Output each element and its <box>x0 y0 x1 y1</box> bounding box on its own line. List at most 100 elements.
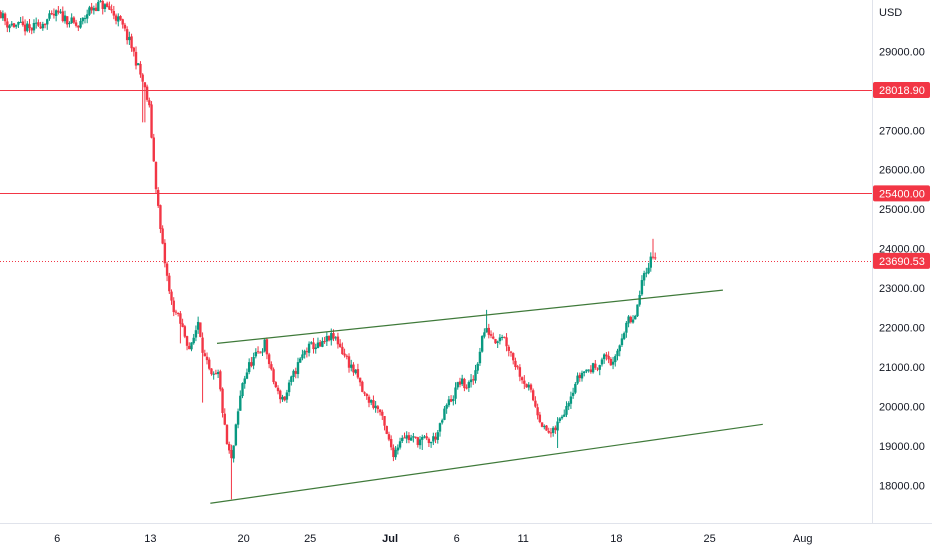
candle-136 <box>301 349 304 361</box>
candle-208 <box>460 374 464 387</box>
candle-29 <box>63 10 67 24</box>
candle-262 <box>580 370 584 382</box>
y-tick-label: 18000.00 <box>879 481 925 493</box>
candle-9 <box>19 16 22 23</box>
candle-221 <box>489 330 493 339</box>
candle-131 <box>290 375 293 386</box>
candle-94 <box>208 357 211 371</box>
candle-88 <box>194 325 198 342</box>
candle-219 <box>485 309 488 333</box>
candle-56 <box>123 22 127 32</box>
candle-96 <box>212 371 215 380</box>
candle-277 <box>614 354 617 367</box>
candle-98 <box>216 369 220 378</box>
candle-188 <box>416 436 420 448</box>
candle-258 <box>571 387 575 399</box>
candle-271 <box>600 357 604 367</box>
trendline-channel-top[interactable] <box>216 289 723 345</box>
candle-272 <box>602 353 606 364</box>
candle-231 <box>512 352 515 365</box>
candle-114 <box>252 352 255 370</box>
candle-270 <box>598 364 601 376</box>
candle-174 <box>385 425 388 435</box>
candle-44 <box>97 0 100 12</box>
candle-233 <box>516 364 519 370</box>
candle-218 <box>483 328 486 339</box>
candle-293 <box>649 252 652 272</box>
x-tick-label: 25 <box>304 533 316 545</box>
candle-21 <box>46 18 49 30</box>
candle-181 <box>401 435 404 444</box>
candle-144 <box>318 339 322 347</box>
candle-158 <box>350 359 353 372</box>
candle-145 <box>321 337 324 348</box>
candle-119 <box>263 338 266 353</box>
x-tick-label: 11 <box>517 533 528 545</box>
candle-269 <box>596 367 599 372</box>
x-tick-label: 20 <box>238 533 250 545</box>
candle-58 <box>128 31 131 45</box>
candle-54 <box>119 15 122 21</box>
candle-264 <box>585 369 588 374</box>
candle-76 <box>168 272 171 295</box>
candle-26 <box>57 6 60 15</box>
y-tick-label: 22000.00 <box>879 323 925 335</box>
candle-185 <box>409 434 413 441</box>
candle-275 <box>609 357 613 366</box>
candle-142 <box>314 343 317 354</box>
candle-118 <box>261 348 264 357</box>
candle-97 <box>214 369 218 375</box>
price-tag-2: 23690.53 <box>873 252 930 269</box>
candle-25 <box>54 9 58 22</box>
candle-53 <box>117 13 120 27</box>
candle-186 <box>412 432 415 443</box>
candle-215 <box>476 362 479 374</box>
candle-246 <box>545 424 548 431</box>
y-tick-label: 20000.00 <box>879 402 925 414</box>
candle-109 <box>241 382 244 399</box>
candle-36 <box>79 17 82 29</box>
candle-202 <box>447 395 451 408</box>
candle-61 <box>134 46 138 70</box>
candle-286 <box>634 314 637 320</box>
candle-50 <box>110 4 113 14</box>
candle-62 <box>137 63 140 66</box>
candle-251 <box>556 417 559 449</box>
candle-121 <box>267 352 271 369</box>
candle-175 <box>387 431 391 442</box>
candle-240 <box>531 388 535 402</box>
candle-205 <box>454 382 457 405</box>
candle-55 <box>121 18 124 29</box>
candle-195 <box>432 432 435 446</box>
candle-31 <box>68 21 71 28</box>
candle-73 <box>161 225 164 245</box>
candle-93 <box>205 352 209 365</box>
x-tick-label: 25 <box>703 533 715 545</box>
candle-39 <box>86 9 89 24</box>
candle-46 <box>101 0 104 15</box>
candle-209 <box>463 377 466 392</box>
y-tick-label: 19000.00 <box>879 441 925 453</box>
candle-196 <box>434 432 437 444</box>
candle-143 <box>316 337 320 349</box>
candle-10 <box>21 16 25 27</box>
time-axis[interactable]: 6 13 20 25 Jul 6 11 18 25 Aug <box>54 533 812 545</box>
candle-257 <box>569 391 573 409</box>
candle-110 <box>243 375 246 389</box>
price-tags: 28018.90 25400.00 23690.53 <box>873 82 930 269</box>
candle-138 <box>305 347 309 358</box>
x-tick-label: Aug <box>793 533 813 545</box>
candle-192 <box>425 432 428 441</box>
candle-33 <box>72 16 76 25</box>
candle-260 <box>576 372 579 385</box>
candle-15 <box>32 19 36 34</box>
candle-66 <box>145 84 149 102</box>
candle-183 <box>405 431 408 444</box>
candle-182 <box>403 432 406 439</box>
candle-248 <box>549 428 553 438</box>
candle-276 <box>611 356 615 370</box>
trendline-channel-bottom[interactable] <box>210 423 763 504</box>
candle-222 <box>492 332 495 340</box>
candle-111 <box>245 368 249 380</box>
